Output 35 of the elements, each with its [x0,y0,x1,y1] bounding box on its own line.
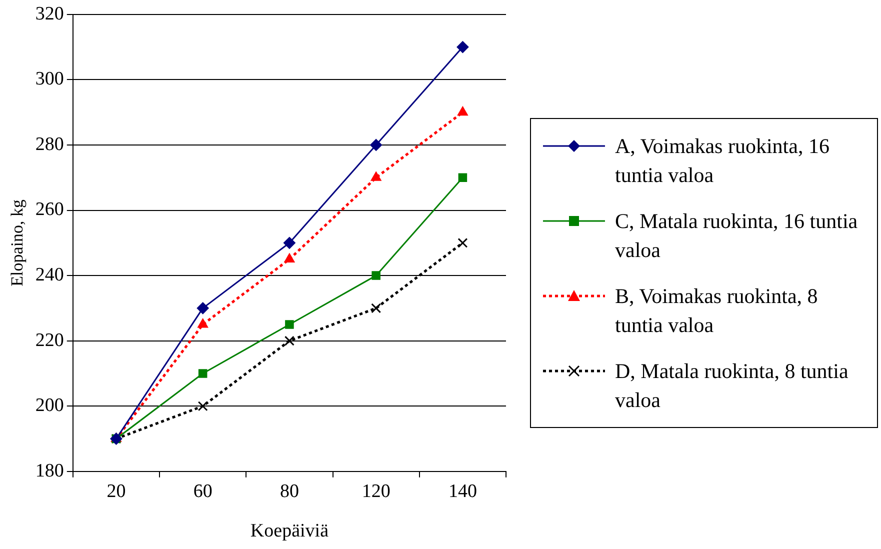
point [371,303,382,314]
y-tick-label: 260 [35,199,64,220]
y-tick-label: 200 [35,395,64,416]
point [458,238,468,248]
x-tick-label: 80 [280,480,299,502]
point [370,172,382,181]
x-tick-label: 140 [448,480,477,502]
point [456,41,469,54]
y-axis-title: Elopaino, kg [8,198,27,286]
point [284,253,295,262]
point [198,369,208,378]
y-tick-label: 280 [35,134,64,155]
x-axis-title: Koepäiviä [250,520,330,542]
point [370,138,382,151]
y-tick-label: 320 [35,3,64,24]
legend-label: B, Voimakas ruokinta, 8 tuntia valoa [615,282,819,338]
y-tick-label: 220 [35,330,64,351]
point [457,106,468,116]
y-tick-label: 300 [35,68,64,90]
x-tick-label: 120 [362,480,390,502]
point [284,336,294,346]
x-tick-label: 20 [106,480,126,502]
x-tick-label: 60 [193,480,212,502]
y-tick-label: 180 [35,460,64,482]
point [198,318,208,328]
y-tick-label: 240 [35,264,64,286]
point [198,401,208,412]
point [283,236,296,249]
legend-label: C, Matala ruokinta, 16 tuntia valoa [615,208,859,264]
point [458,173,468,182]
legend-label: D, Matala ruokinta, 8 tuntia valoa [615,358,850,414]
point [285,320,294,329]
point [196,302,209,314]
legend-label: A, Voimakas ruokinta, 16 tuntia valoa [615,132,830,188]
point [372,271,380,280]
